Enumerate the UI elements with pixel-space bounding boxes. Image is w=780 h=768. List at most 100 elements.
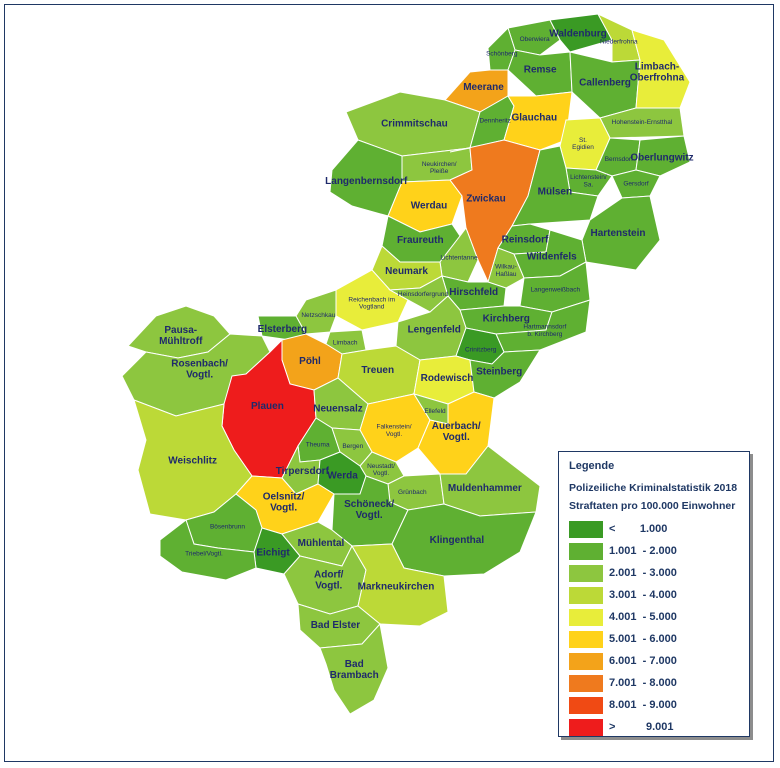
region-waldenburg[interactable] [549,13,613,53]
region-label: Neumark [385,266,428,277]
region-label: Lengenfeld [408,324,461,335]
legend-class-8: 7.001 - 8.000 [569,672,741,694]
region-label: Heinsdorfergrund [398,291,449,298]
legend-range-label: > 9.001 [609,721,674,733]
region-label: Oelsnitz/Vogtl. [263,491,305,513]
region-label: St. Egidien [572,137,594,151]
legend-class-7: 6.001 - 7.000 [569,650,741,672]
legend-swatch [569,564,603,582]
region-label: Kirchberg [483,314,530,325]
region-label: Bösenbrunn [210,523,245,530]
legend-swatch [569,630,603,648]
region-label: Meerane [463,82,504,93]
legend-swatch [569,652,603,670]
region-label: Crinitzberg [465,346,497,353]
region-label: Bad Elster [311,620,361,631]
region-label: Bernsdorf [605,156,633,163]
region-label: Hartenstein [590,228,645,239]
region-label: Steinberg [476,367,522,378]
region-label: Hohenstein-Ernstthal [612,119,673,126]
region-label: Hirschfeld [449,287,498,298]
legend-class-3: 2.001 - 3.000 [569,562,741,584]
region-label: Reichenbach im Vogtland [348,296,395,310]
region-label: Neukirchen/Pleiße [422,161,457,175]
legend-range-label: 5.001 - 6.000 [609,633,677,645]
region-label: Werdau [411,201,448,212]
region-label: Dennheritz [479,118,510,125]
region-label: Adorf/Vogtl. [314,570,344,592]
region-label: Ellefeld [424,408,446,415]
region-label: Plauen [251,401,284,412]
legend-range-label: 8.001 - 9.000 [609,699,677,711]
region-glauchau[interactable] [503,91,573,151]
region-label: Treuen [361,365,394,376]
region-label: Markneukirchen [358,581,435,592]
legend-class-9: 8.001 - 9.000 [569,694,741,716]
region-label: Grünbach [398,489,427,496]
region-label: Wildenfels [527,252,577,263]
region-label: Wilkau-Haßlau [495,264,517,278]
region-label: Gersdorf [623,180,648,187]
region-label: Weischlitz [168,456,217,467]
region-label: Lichtentanne [440,255,478,262]
region-label: Falkenstein/Vogtl. [376,424,411,438]
legend-range-label: 4.001 - 5.000 [609,611,677,623]
legend-range-label: 3.001 - 4.000 [609,589,677,601]
legend-swatch [569,586,603,604]
legend-swatch [569,608,603,626]
legend-range-label: 6.001 - 7.000 [609,655,677,667]
region-label: Schöneck/Vogtl. [344,499,394,521]
region-label: Rodewisch [421,373,474,384]
legend-range-label: 1.001 - 2.000 [609,545,677,557]
region-label: Pöhl [299,356,321,367]
region-label: Reinsdorf [502,235,549,246]
district-vogtlandkreis [121,295,541,715]
legend-range-label: < 1.000 [609,523,668,535]
region-label: Schönberg [486,50,518,57]
legend-range-label: 7.001 - 8.000 [609,677,677,689]
legend: Legende Polizeiliche Kriminalstatistik 2… [558,451,750,737]
region-label: Elsterberg [258,324,307,335]
region-label: Zwickau [466,194,505,205]
legend-swatch [569,542,603,560]
region-label: Oberlungwitz [630,152,693,163]
legend-swatch [569,696,603,714]
legend-swatch [569,718,603,736]
legend-swatch [569,520,603,538]
region-label: Fraureuth [397,235,444,246]
region-label: Waldenburg [549,29,606,40]
region-triebel[interactable] [159,519,257,581]
legend-swatch [569,674,603,692]
region-label: Glauchau [511,113,557,124]
region-label: Langenbernsdorf [325,176,408,187]
region-reichenbach[interactable] [335,269,409,331]
region-label: Eichigt [256,548,290,559]
legend-class-10: > 9.001 [569,716,741,738]
region-label: Remse [524,65,557,76]
region-markneukirchen[interactable] [351,543,449,627]
region-label: Pausa-Mühltroff [159,325,203,347]
region-auerbach[interactable] [417,391,495,475]
region-label: Theuma [306,442,330,449]
region-label: Lichtenstein/Sa. [570,174,607,188]
region-label: Limbach [333,339,358,346]
region-label: Crimmitschau [381,118,448,129]
region-label: Triebel/Vogtl. [185,551,223,558]
region-label: Tirpersdorf [276,466,330,477]
legend-class-4: 3.001 - 4.000 [569,584,741,606]
region-label: Muldenhammer [448,483,522,494]
region-label: Langenweißbach [531,286,581,293]
region-label: Bergen [342,443,363,450]
region-label: Mülsen [538,186,572,197]
legend-subtitle-unit: Straftaten pro 100.000 Einwohner [569,500,736,512]
region-wilkau-hasslau[interactable] [487,247,525,289]
region-label: Niederfrohna [600,38,638,45]
region-bad-brambach[interactable] [319,622,389,715]
district-zwickau [257,12,691,355]
region-gersdorf[interactable] [611,169,661,199]
legend-classes: < 1.000 1.001 - 2.000 2.001 - 3.000 3.001 -… [567,518,741,738]
region-oberlungwitz[interactable] [635,135,691,177]
region-label: Netzschkau [301,312,335,319]
region-labels: Oberwiera Waldenburg Schönberg Niederfrohna… [159,29,694,681]
